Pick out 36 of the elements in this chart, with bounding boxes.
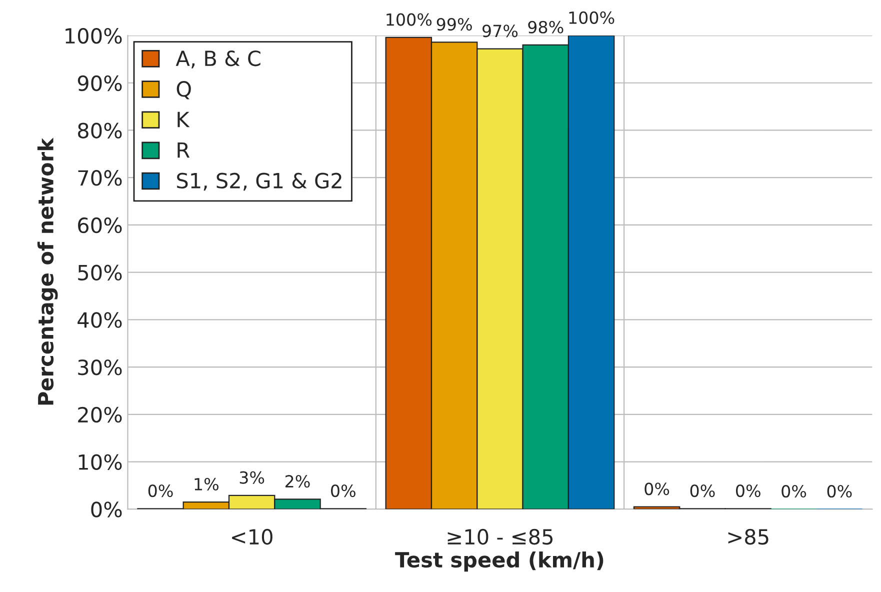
data-label: 0% xyxy=(827,484,852,498)
data-label: 0% xyxy=(644,482,670,496)
y-tick-label: 70% xyxy=(78,170,122,186)
data-label: 1% xyxy=(194,478,218,490)
y-tick-label: 10% xyxy=(78,454,122,470)
legend-label: S1, S2, G1 & G2 xyxy=(177,172,342,191)
data-label: 0% xyxy=(690,484,715,498)
data-label: 0% xyxy=(782,484,806,498)
legend-label: K xyxy=(178,112,190,128)
legend-label: R xyxy=(178,142,190,158)
data-label: 100% xyxy=(569,11,614,24)
y-tick-label: 60% xyxy=(78,217,122,234)
y-tick-label: 50% xyxy=(78,264,122,281)
y-tick-label: 40% xyxy=(78,312,122,328)
data-label: 97% xyxy=(482,24,518,38)
data-label: 0% xyxy=(331,484,356,498)
x-tick-label: >85 xyxy=(728,528,768,545)
legend-label: A, B & C xyxy=(176,50,260,68)
data-label: 98% xyxy=(528,20,564,34)
y-tick-label: 100% xyxy=(66,28,122,44)
data-label: 2% xyxy=(285,475,310,488)
y-tick-label: 20% xyxy=(78,406,122,423)
y-tick-label: 0% xyxy=(91,502,122,518)
data-label: 100% xyxy=(386,13,432,26)
data-label: 3% xyxy=(240,471,264,484)
x-axis-title: Test speed (km/h) xyxy=(395,552,604,572)
y-tick-label: 90% xyxy=(78,75,122,92)
y-tick-label: 30% xyxy=(78,359,122,376)
x-tick-label: ≥10 - ≤85 xyxy=(448,528,552,545)
data-label: 0% xyxy=(736,484,760,498)
y-axis-title: Percentage of network xyxy=(37,138,58,405)
data-label: 99% xyxy=(436,18,472,31)
y-tick-label: 80% xyxy=(78,122,122,138)
legend-label: Q xyxy=(176,81,191,100)
data-label: 0% xyxy=(148,484,173,498)
x-tick-label: <10 xyxy=(232,528,272,545)
